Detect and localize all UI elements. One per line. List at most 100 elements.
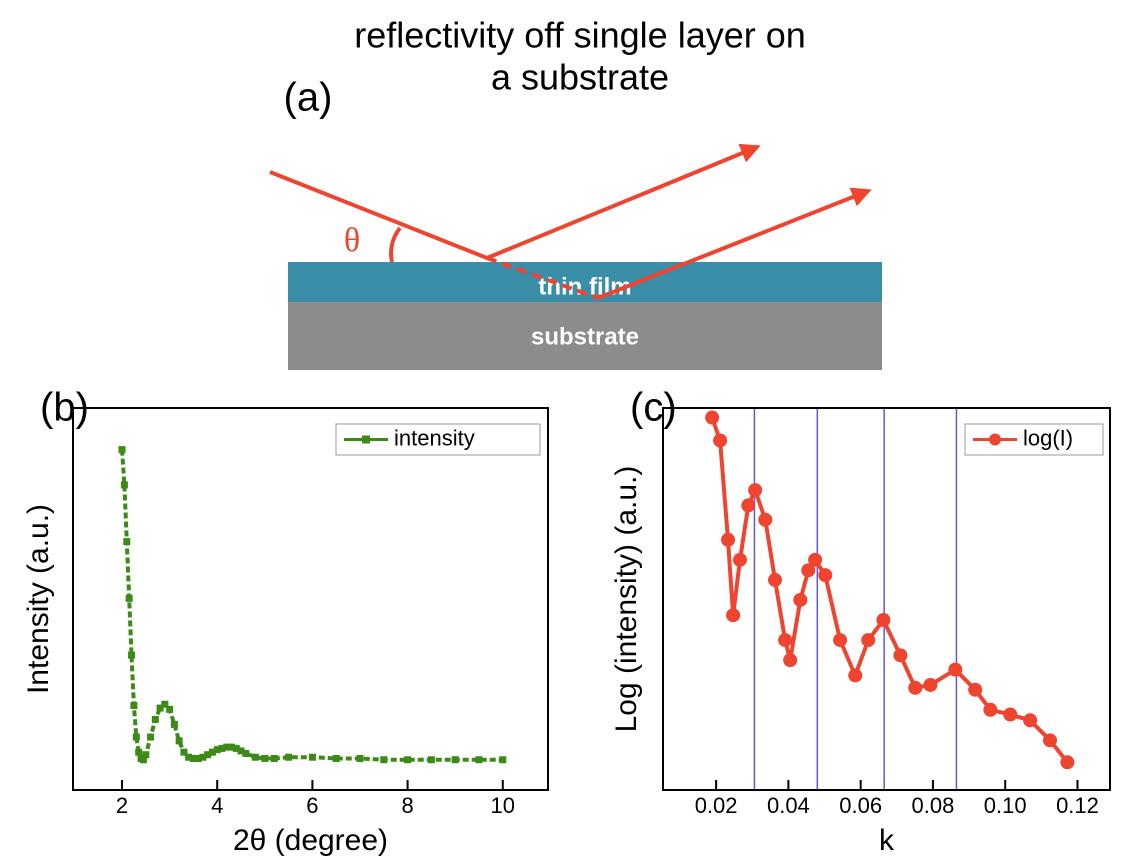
data-point	[499, 756, 507, 764]
data-point	[475, 756, 483, 764]
data-point	[380, 756, 388, 764]
x-tick-label: 10	[491, 793, 515, 818]
x-tick-label: 4	[211, 793, 223, 818]
data-point	[118, 446, 126, 454]
data-point	[125, 594, 133, 602]
x-tick-label: 0.10	[984, 793, 1027, 818]
data-point	[308, 753, 316, 761]
data-point	[1023, 713, 1038, 728]
angle-arc	[389, 226, 402, 263]
data-point	[161, 700, 169, 708]
data-point	[741, 498, 756, 513]
data-point	[285, 753, 293, 761]
x-tick-label: 0.02	[695, 793, 738, 818]
data-point	[251, 753, 259, 761]
data-point	[218, 744, 226, 752]
data-point	[908, 680, 923, 695]
data-point	[801, 563, 816, 578]
data-point	[1003, 707, 1018, 722]
data-point	[213, 746, 221, 754]
data-point	[726, 608, 741, 623]
legend-marker	[362, 435, 370, 444]
x-tick-label: 0.04	[767, 793, 810, 818]
panel-label: (a)	[284, 76, 333, 120]
diagram-title: a substrate	[491, 57, 669, 98]
data-point	[748, 483, 763, 498]
data-point	[135, 748, 143, 756]
legend-label: log(I)	[1023, 425, 1073, 450]
data-point	[861, 633, 876, 648]
data-point	[123, 538, 131, 546]
data-point	[242, 749, 250, 757]
data-point	[261, 754, 269, 762]
layer-label: thin film	[538, 273, 631, 300]
data-point	[270, 754, 278, 762]
data-point	[451, 756, 459, 764]
x-tick-label: 0.06	[839, 793, 882, 818]
data-point	[194, 754, 202, 762]
data-point	[223, 743, 231, 751]
data-point	[128, 651, 136, 659]
x-axis-label: 2θ (degree)	[233, 824, 388, 857]
data-point	[404, 756, 412, 764]
data-point	[204, 751, 212, 759]
data-point	[142, 751, 150, 759]
x-tick-label: 0.12	[1056, 793, 1099, 818]
data-line	[120, 449, 503, 763]
incident-ray	[269, 170, 488, 260]
reflected-ray	[486, 143, 761, 260]
data-point	[758, 512, 773, 527]
data-point	[147, 733, 155, 741]
data-point	[170, 720, 178, 728]
data-point	[427, 756, 435, 764]
layer-label: substrate	[531, 323, 639, 350]
legend-marker	[989, 433, 1001, 446]
data-point	[208, 748, 216, 756]
data-point	[227, 743, 235, 751]
diagram-title: reflectivity off single layer on	[354, 15, 806, 56]
data-point	[1060, 755, 1075, 770]
data-point	[332, 754, 340, 762]
panel-label: (b)	[40, 386, 89, 430]
x-tick-label: 8	[401, 793, 413, 818]
data-point	[876, 613, 891, 628]
data-point	[848, 668, 863, 683]
reflected-ray	[597, 187, 872, 300]
data-point	[166, 705, 174, 713]
data-point	[968, 682, 983, 697]
data-point	[732, 552, 747, 567]
x-axis-label: k	[879, 824, 895, 857]
data-point	[983, 702, 998, 717]
data-point	[189, 754, 197, 762]
data-point	[721, 532, 736, 547]
data-point	[175, 737, 183, 745]
x-tick-label: 0.08	[912, 793, 955, 818]
data-point	[185, 753, 193, 761]
substrate-layer	[288, 302, 882, 370]
data-point	[237, 747, 245, 755]
data-point	[783, 653, 798, 668]
data-point	[705, 410, 720, 425]
data-point	[768, 572, 783, 587]
data-point	[132, 733, 140, 741]
y-axis-label: Log (intensity) (a.u.)	[610, 466, 643, 733]
data-point	[199, 753, 207, 761]
data-point	[778, 633, 793, 648]
data-point	[808, 552, 823, 567]
plot-frame	[662, 407, 1111, 791]
data-point	[130, 702, 138, 710]
x-tick-label: 6	[306, 793, 318, 818]
data-point	[893, 648, 908, 663]
legend-label: intensity	[394, 425, 475, 450]
data-point	[120, 481, 128, 489]
panel-label: (c)	[630, 386, 677, 430]
data-point	[948, 662, 963, 677]
data-point	[833, 633, 848, 648]
data-point	[232, 744, 240, 752]
x-tick-label: 2	[116, 793, 128, 818]
data-point	[793, 592, 808, 607]
data-point	[923, 677, 938, 692]
data-point	[151, 715, 159, 723]
plot-frame	[72, 407, 549, 791]
